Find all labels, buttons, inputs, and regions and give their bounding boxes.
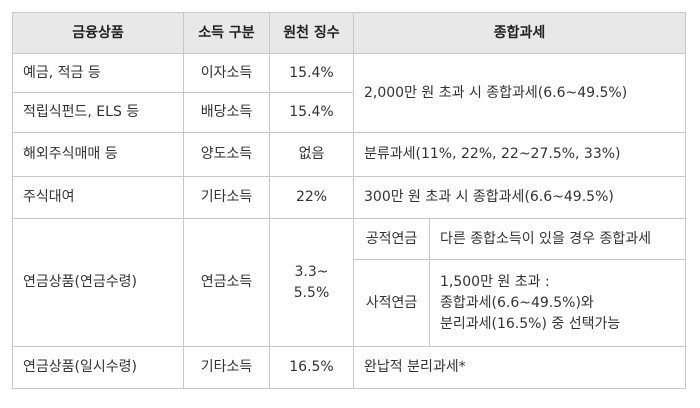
product-cell: 연금상품(일시수령) [12, 346, 184, 389]
table-row: 연금상품(연금수령) 연금소득 3.3~ 5.5% 공적연금 다른 종합소득이 … [12, 218, 686, 347]
table-row: 사적연금 1,500만 원 초과 : 종합과세(6.6~49.5%)와 분리과세… [13, 259, 686, 347]
header-product: 금융상품 [12, 12, 184, 54]
table-row: 예금, 적금 등 이자소득 15.4% 2,000만 원 초과 시 종합과세(6… [12, 53, 686, 133]
withholding-cell: 16.5% [269, 346, 354, 389]
product-cell: 예금, 적금 등 [12, 53, 184, 93]
pension-tax-cell: 1,500만 원 초과 : 종합과세(6.6~49.5%)와 분리과세(16.5… [429, 259, 686, 347]
financial-product-tax-table: 금융상품 소득 구분 원천 징수 종합과세 예금, 적금 등 이자소득 15.4… [12, 12, 686, 389]
header-income-type: 소득 구분 [183, 12, 270, 54]
table-row: 해외주식매매 등 양도소득 없음 분류과세(11%, 22%, 22~27.5%… [12, 132, 686, 177]
header-withholding: 원천 징수 [269, 12, 354, 54]
tax-cell: 완납적 분리과세* [353, 346, 686, 389]
income-type-cell: 이자소득 [183, 53, 270, 93]
pension-type-cell: 사적연금 [353, 259, 430, 347]
income-type-cell: 배당소득 [183, 92, 270, 133]
header-comprehensive-tax: 종합과세 [353, 12, 686, 54]
withholding-cell: 15.4% [269, 92, 354, 133]
withholding-cell: 3.3~ 5.5% [269, 218, 354, 347]
product-cell: 적립식펀드, ELS 등 [12, 92, 184, 133]
product-cell: 주식대여 [12, 176, 184, 219]
table-row: 적립식펀드, ELS 등 배당소득 15.4% [12, 92, 686, 133]
pension-tax-line-3: 분리과세(16.5%) 중 선택가능 [440, 315, 621, 332]
pension-tax-line-1: 1,500만 원 초과 : [440, 273, 550, 290]
tax-table-container: 금융상품 소득 구분 원천 징수 종합과세 예금, 적금 등 이자소득 15.4… [12, 12, 686, 389]
pension-tax-line-2: 종합과세(6.6~49.5%)와 [440, 294, 594, 311]
product-cell: 연금상품(연금수령) [12, 218, 184, 347]
income-type-cell: 양도소득 [183, 132, 270, 177]
income-type-cell: 기타소득 [183, 346, 270, 389]
table-row: 주식대여 기타소득 22% 300만 원 초과 시 종합과세(6.6~49.5%… [12, 176, 686, 219]
withholding-cell: 없음 [269, 132, 354, 177]
withholding-line-2: 5.5% [293, 284, 330, 301]
tax-cell: 분류과세(11%, 22%, 22~27.5%, 33%) [353, 132, 686, 177]
table-row: 연금상품(일시수령) 기타소득 16.5% 완납적 분리과세* [12, 346, 686, 389]
product-cell: 해외주식매매 등 [12, 132, 184, 177]
withholding-cell: 15.4% [269, 53, 354, 93]
tax-cell: 300만 원 초과 시 종합과세(6.6~49.5%) [353, 176, 686, 219]
table-header-row: 금융상품 소득 구분 원천 징수 종합과세 [12, 12, 686, 54]
pension-type-cell: 공적연금 [353, 218, 430, 260]
withholding-line-1: 3.3~ [294, 264, 329, 281]
income-type-cell: 기타소득 [183, 176, 270, 219]
income-type-cell: 연금소득 [183, 218, 270, 347]
pension-tax-cell: 다른 종합소득이 있을 경우 종합과세 [429, 218, 686, 260]
tax-cell-merged: 2,000만 원 초과 시 종합과세(6.6~49.5%) [353, 53, 686, 133]
withholding-cell: 22% [269, 176, 354, 219]
